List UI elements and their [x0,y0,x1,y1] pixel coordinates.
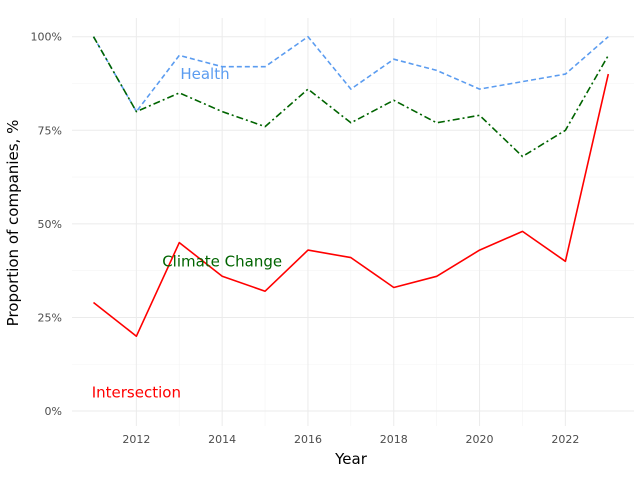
series-lines [92,35,610,338]
x-tick-label: 2020 [466,433,494,446]
x-tick-label: 2012 [122,433,150,446]
x-tick-label: 2022 [551,433,579,446]
x-tick-label: 2018 [380,433,408,446]
tick-labels: 2012 2014 2016 2018 2020 2022 0% 25% 50% 75% 100% [31,31,580,446]
x-tick-label: 2014 [208,433,236,446]
annotation-climate-change: Climate Change [162,252,282,270]
y-tick-label: 0% [45,405,62,418]
series-line-health [92,35,609,113]
y-tick-label: 25% [38,311,62,324]
series-line-climate-change [92,36,609,158]
grid [72,18,634,426]
y-tick-label: 50% [38,218,62,231]
y-tick-label: 75% [38,124,62,137]
annotation-health: Health [180,65,229,83]
y-tick-label: 100% [31,31,62,44]
series-annotations: Health Climate Change Intersection [92,65,282,401]
annotation-intersection: Intersection [92,383,181,401]
series-line-intersection [93,73,610,338]
y-axis-title: Proportion of companies, % [4,120,22,327]
x-tick-label: 2016 [294,433,322,446]
x-axis-title: Year [334,450,368,468]
